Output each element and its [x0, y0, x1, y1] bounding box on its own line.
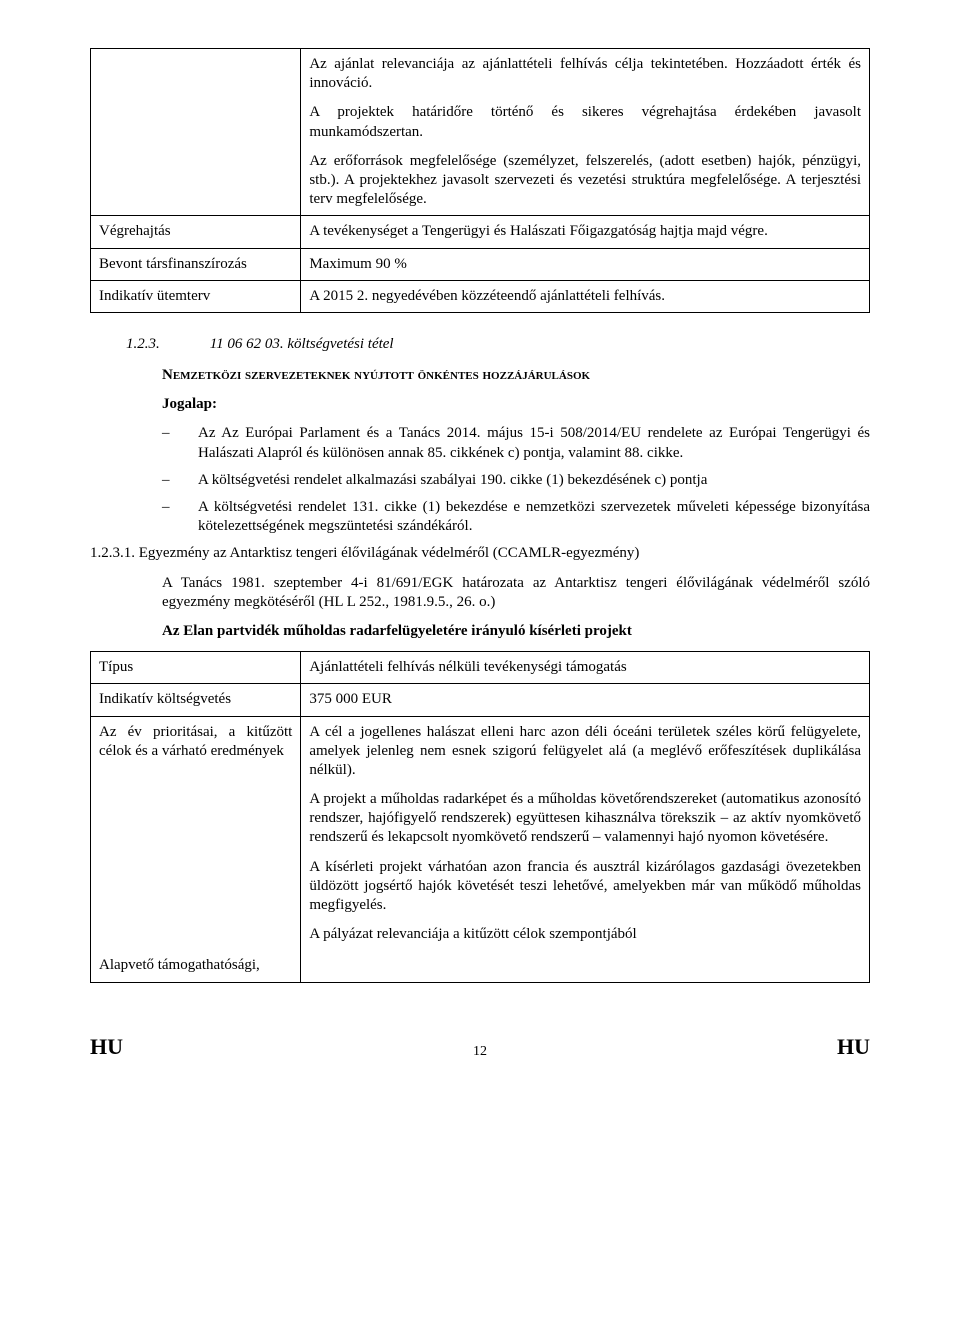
subtitle-smallcaps: Nemzetközi szervezeteknek nyújtott önkén…	[90, 366, 870, 385]
cell-label: Végrehajtás	[91, 216, 301, 248]
sub-paragraph: A Tanács 1981. szeptember 4-i 81/691/EGK…	[90, 574, 870, 612]
cell-value-multi: A cél a jogellenes halászat elleni harc …	[301, 716, 870, 950]
cell-label: Típus	[91, 652, 301, 684]
table-row: Végrehajtás A tevékenységet a Tengerügyi…	[91, 216, 870, 248]
page-footer: HU 12 HU	[90, 1033, 870, 1061]
para: A cél a jogellenes halászat elleni harc …	[309, 723, 861, 781]
para: A kísérleti projekt várhatóan azon franc…	[309, 858, 861, 916]
footer-right: HU	[837, 1033, 870, 1061]
table-1: Az ajánlat relevanciája az ajánlattételi…	[90, 48, 870, 313]
section-heading: 1.2.3. 11 06 62 03. költségvetési tétel	[90, 335, 870, 354]
cell-label: Az év prioritásai, a kitűzött célok és a…	[91, 716, 301, 950]
cell-value: 375 000 EUR	[301, 684, 870, 716]
section-number: 1.2.3.	[126, 335, 206, 354]
cell-label: Indikatív ütemterv	[91, 280, 301, 312]
para: A pályázat relevanciája a kitűzött célok…	[309, 925, 861, 944]
dash-list: – Az Az Európai Parlament és a Tanács 20…	[90, 424, 870, 536]
table-2: Típus Ajánlattételi felhívás nélküli tev…	[90, 651, 870, 982]
para: Az ajánlat relevanciája az ajánlattételi…	[309, 55, 861, 93]
dash-icon: –	[162, 424, 198, 443]
cell-label: Bevont társfinanszírozás	[91, 248, 301, 280]
table-row: Indikatív költségvetés 375 000 EUR	[91, 684, 870, 716]
table-row: Alapvető támogathatósági,	[91, 950, 870, 982]
cell-value: A 2015 2. negyedévében közzéteendő ajánl…	[301, 280, 870, 312]
page-number: 12	[473, 1043, 487, 1061]
cell-value: Ajánlattételi felhívás nélküli tevékenys…	[301, 652, 870, 684]
cell-combined: Az ajánlat relevanciája az ajánlattételi…	[301, 49, 870, 216]
sub-paragraph-bold: Az Elan partvidék műholdas radarfelügyel…	[90, 622, 870, 641]
para: A projektek határidőre történő és sikere…	[309, 103, 861, 141]
bold-text: Az Elan partvidék műholdas radarfelügyel…	[162, 623, 632, 639]
table-row: Az ajánlat relevanciája az ajánlattételi…	[91, 49, 870, 216]
cell-value: Maximum 90 %	[301, 248, 870, 280]
list-text: A költségvetési rendelet 131. cikke (1) …	[198, 498, 870, 536]
dash-icon: –	[162, 471, 198, 490]
jogalap-label: Jogalap:	[90, 395, 870, 414]
table-row: Típus Ajánlattételi felhívás nélküli tev…	[91, 652, 870, 684]
table-row: Bevont társfinanszírozás Maximum 90 %	[91, 248, 870, 280]
footer-left: HU	[90, 1033, 123, 1061]
cell-label: Alapvető támogathatósági,	[91, 950, 301, 982]
cell-empty	[301, 950, 870, 982]
list-text: Az Az Európai Parlament és a Tanács 2014…	[198, 424, 870, 462]
table-row: Indikatív ütemterv A 2015 2. negyedévébe…	[91, 280, 870, 312]
section-title: 11 06 62 03. költségvetési tétel	[210, 336, 394, 352]
para: A projekt a műholdas radarképet és a műh…	[309, 790, 861, 848]
dash-icon: –	[162, 498, 198, 517]
list-item: – Az Az Európai Parlament és a Tanács 20…	[162, 424, 870, 462]
cell-label: Indikatív költségvetés	[91, 684, 301, 716]
cell-empty	[91, 49, 301, 216]
list-item: – A költségvetési rendelet 131. cikke (1…	[162, 498, 870, 536]
list-text: A költségvetési rendelet alkalmazási sza…	[198, 471, 707, 490]
cell-value: A tevékenységet a Tengerügyi és Halászat…	[301, 216, 870, 248]
para: Az erőforrások megfelelősége (személyzet…	[309, 152, 861, 210]
list-item: – A költségvetési rendelet alkalmazási s…	[162, 471, 870, 490]
sub-section-heading: 1.2.3.1. Egyezmény az Antarktisz tengeri…	[90, 544, 870, 563]
